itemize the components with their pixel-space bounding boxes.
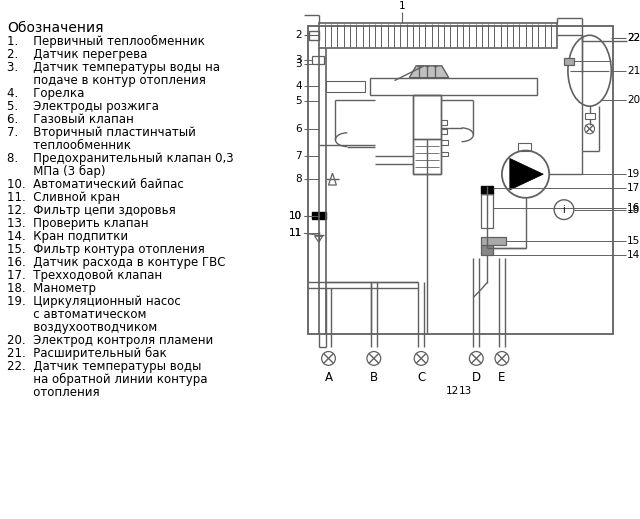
Bar [441,120,447,125]
Text: 20.  Электрод контроля пламени: 20. Электрод контроля пламени [7,334,214,347]
Text: 19: 19 [627,169,640,179]
Bar [441,129,447,134]
Text: 15.  Фильтр контура отопления: 15. Фильтр контура отопления [7,243,205,256]
Text: A: A [324,371,333,384]
Bar [319,23,557,48]
Text: 2: 2 [295,30,302,40]
Text: с автоматическом: с автоматическом [7,308,147,321]
Text: 1.    Первичный теплообменник: 1. Первичный теплообменник [7,35,205,48]
Text: 10: 10 [289,211,302,221]
Bar [312,212,326,218]
Bar [370,78,538,95]
Text: 3.    Датчик температуры воды на: 3. Датчик температуры воды на [7,61,220,74]
Text: Обозначения: Обозначения [7,21,104,35]
Text: 11: 11 [289,228,302,238]
Text: 13: 13 [459,386,472,396]
Text: 8: 8 [295,174,302,184]
Text: 16: 16 [627,203,640,213]
Text: 12: 12 [446,386,460,396]
Text: 8.    Предохранительный клапан 0,3: 8. Предохранительный клапан 0,3 [7,152,234,166]
Text: 16.  Датчик расхода в контуре ГВС: 16. Датчик расхода в контуре ГВС [7,256,226,269]
Bar [413,95,441,139]
Text: 11: 11 [289,228,302,238]
Bar [413,95,441,174]
Bar [481,194,493,228]
Text: 22: 22 [627,33,640,43]
Text: 11.  Сливной кран: 11. Сливной кран [7,192,120,204]
Text: 1: 1 [399,1,406,11]
Bar [585,113,595,119]
Text: 22: 22 [627,33,640,43]
Text: 14: 14 [627,250,640,260]
Text: воздухоотводчиком: воздухоотводчиком [7,321,157,334]
Text: 5: 5 [295,97,302,106]
Bar [413,139,441,174]
Bar [309,31,319,40]
Text: 15: 15 [627,236,640,246]
Text: B: B [370,371,378,384]
Text: 17.  Трехходовой клапан: 17. Трехходовой клапан [7,269,163,282]
Bar [518,143,531,151]
Text: 17: 17 [627,183,640,193]
Bar [441,140,448,145]
Text: C: C [417,371,425,384]
Text: 18: 18 [627,204,640,215]
Bar [564,58,574,65]
Text: 6: 6 [295,124,302,134]
Text: i: i [563,204,565,215]
Text: 21: 21 [627,66,640,76]
Text: E: E [498,371,506,384]
Text: 19.  Циркуляционный насос: 19. Циркуляционный насос [7,295,181,308]
Text: 12.  Фильтр цепи здоровья: 12. Фильтр цепи здоровья [7,204,176,217]
Text: 10: 10 [289,211,302,221]
Text: 4: 4 [295,80,302,90]
Text: на обратной линии контура: на обратной линии контура [7,373,208,387]
Bar [312,56,324,64]
Text: МПа (3 бар): МПа (3 бар) [7,166,106,179]
Text: 21.  Расширительный бак: 21. Расширительный бак [7,347,167,361]
Text: подаче в контур отопления: подаче в контур отопления [7,74,206,87]
Polygon shape [410,66,449,78]
Text: 14.  Кран подпитки: 14. Кран подпитки [7,230,129,243]
Text: 4.    Горелка: 4. Горелка [7,87,84,100]
Bar [441,152,448,156]
Text: 18.  Манометр: 18. Манометр [7,282,97,295]
Bar [481,237,506,245]
Text: 10.  Автоматический байпас: 10. Автоматический байпас [7,179,184,192]
Text: 3: 3 [295,59,302,69]
Text: 13.  Проверить клапан: 13. Проверить клапан [7,217,149,230]
Text: 5.    Электроды розжига: 5. Электроды розжига [7,100,159,113]
Text: 22.  Датчик температуры воды: 22. Датчик температуры воды [7,360,202,373]
Text: отопления: отопления [7,386,100,400]
Text: 7.    Вторичный пластинчатый: 7. Вторичный пластинчатый [7,126,196,139]
Bar [326,80,365,92]
Polygon shape [510,158,543,190]
Text: 7: 7 [295,152,302,161]
Text: 2.    Датчик перегрева: 2. Датчик перегрева [7,48,148,61]
Text: 20: 20 [627,95,640,105]
Text: 3: 3 [295,55,302,65]
Bar [481,245,493,255]
Text: 6.    Газовый клапан: 6. Газовый клапан [7,113,134,126]
Bar [308,26,613,334]
Bar [481,186,493,194]
Text: D: D [472,371,481,384]
Text: теплообменник: теплообменник [7,139,131,152]
